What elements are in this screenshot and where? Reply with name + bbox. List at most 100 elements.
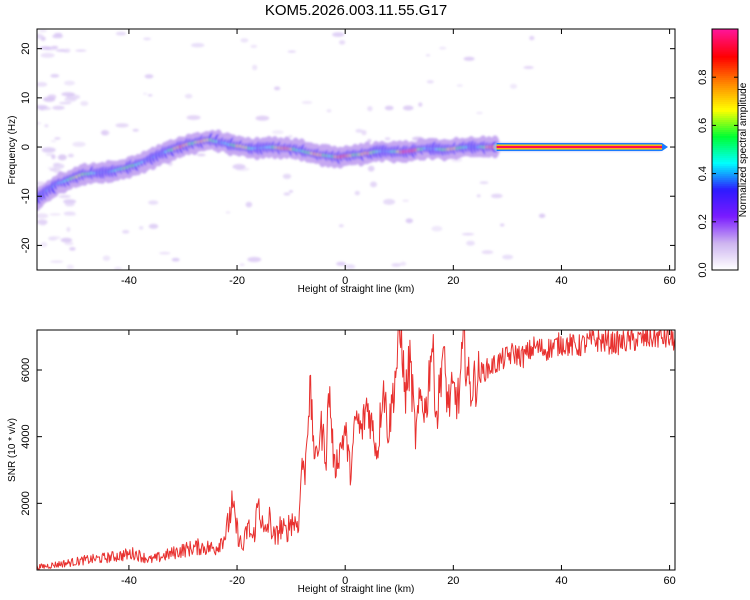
colorbar-cell bbox=[712, 129, 738, 133]
colorbar-cell bbox=[712, 175, 738, 179]
snr-data-point bbox=[372, 426, 373, 427]
colorbar-cell bbox=[712, 97, 738, 100]
heatmap-noise-blob bbox=[69, 247, 76, 251]
colorbar-cell bbox=[712, 173, 738, 177]
colorbar-cell bbox=[712, 249, 738, 253]
colorbar-cell bbox=[712, 145, 738, 149]
heatmap-noise-blob bbox=[58, 101, 72, 105]
heatmap-noise-blob bbox=[37, 213, 49, 219]
spectrogram-xtick-label: 60 bbox=[663, 275, 675, 287]
snr-data-point bbox=[69, 562, 70, 563]
snr-plot-area bbox=[37, 330, 675, 570]
colorbar-cell bbox=[712, 109, 738, 112]
heatmap-noise-blob bbox=[425, 54, 431, 57]
colorbar-cell bbox=[712, 247, 738, 251]
colorbar-cell bbox=[712, 135, 738, 139]
snr-xtick-label: 20 bbox=[447, 575, 459, 587]
snr-data-point bbox=[237, 529, 238, 530]
heatmap-noise-blob bbox=[37, 82, 48, 87]
heatmap-noise-blob bbox=[39, 219, 47, 226]
heatmap-noise-blob bbox=[53, 163, 65, 169]
snr-data-point bbox=[442, 349, 443, 350]
heatmap-noise-blob bbox=[509, 83, 518, 89]
snr-data-point bbox=[53, 564, 54, 565]
spectrogram-xtick-label: -40 bbox=[121, 275, 137, 287]
heatmap-noise-blob bbox=[47, 166, 56, 170]
heatmap-noise-blob bbox=[479, 181, 489, 184]
snr-data-point bbox=[301, 456, 302, 457]
heatmap-noise-blob bbox=[354, 190, 360, 196]
heatmap-noise-blob bbox=[271, 130, 284, 135]
snr-data-point bbox=[101, 558, 102, 559]
spectrogram-ytick-label: 10 bbox=[20, 92, 32, 104]
heatmap-noise-blob bbox=[67, 153, 74, 158]
colorbar-cell bbox=[712, 183, 738, 187]
colorbar-cell bbox=[712, 57, 738, 60]
heatmap-noise-blob bbox=[255, 115, 270, 121]
heatmap-noise-blob bbox=[402, 105, 414, 111]
heatmap-noise-blob bbox=[51, 45, 59, 49]
heatmap-noise-blob bbox=[274, 86, 281, 91]
snr-data-point bbox=[399, 343, 400, 344]
snr-data-point bbox=[315, 463, 316, 464]
colorbar-cell bbox=[712, 199, 738, 203]
colorbar-cell bbox=[712, 111, 738, 114]
snr-data-point bbox=[85, 559, 86, 560]
heatmap-noise-blob bbox=[232, 163, 246, 170]
snr-data-point bbox=[415, 436, 416, 437]
heatmap-noise-blob bbox=[102, 255, 111, 261]
colorbar-cell bbox=[712, 185, 738, 189]
snr-data-point bbox=[134, 553, 135, 554]
heatmap-noise-blob bbox=[184, 93, 193, 99]
snr-xtick-label: 40 bbox=[555, 575, 567, 587]
heatmap-noise-blob bbox=[252, 64, 258, 71]
colorbar-cell bbox=[712, 127, 738, 131]
colorbar-cell bbox=[712, 213, 738, 217]
snr-data-point bbox=[420, 396, 421, 397]
colorbar-cell bbox=[712, 61, 738, 64]
colorbar-cell bbox=[712, 89, 738, 92]
colorbar-cell bbox=[712, 177, 738, 181]
colorbar-cell bbox=[712, 187, 738, 191]
heatmap-noise-blob bbox=[60, 237, 73, 243]
colorbar-cell bbox=[712, 207, 738, 211]
snr-data-point bbox=[320, 426, 321, 427]
spectrogram-xtick-label: -20 bbox=[229, 275, 245, 287]
heatmap-noise-blob bbox=[538, 213, 546, 218]
heatmap-noise-blob bbox=[289, 190, 293, 193]
heatmap-noise-blob bbox=[490, 193, 503, 199]
snr-data-point bbox=[285, 533, 286, 534]
heatmap-noise-blob bbox=[72, 141, 86, 147]
snr-xtick-label: 60 bbox=[663, 575, 675, 587]
snr-data-point bbox=[426, 409, 427, 410]
snr-data-point bbox=[377, 453, 378, 454]
colorbar-cell bbox=[712, 221, 738, 225]
heatmap-tail-tip bbox=[662, 143, 668, 152]
heatmap-noise-blob bbox=[245, 201, 253, 208]
heatmap-noise-blob bbox=[50, 74, 60, 78]
heatmap-noise-blob bbox=[476, 194, 481, 198]
colorbar-cell bbox=[712, 217, 738, 221]
colorbar-cell bbox=[712, 43, 738, 46]
heatmap-noise-blob bbox=[51, 140, 57, 143]
colorbar-cell bbox=[712, 77, 738, 80]
snr-data-point bbox=[264, 536, 265, 537]
colorbar-cell bbox=[712, 113, 738, 116]
heatmap-noise-blob bbox=[148, 223, 159, 229]
heatmap-noise-blob bbox=[122, 230, 130, 234]
heatmap-noise-blob bbox=[186, 115, 201, 120]
colorbar-cell bbox=[712, 165, 738, 169]
snr-data-point bbox=[615, 343, 616, 344]
heatmap-noise-blob bbox=[338, 224, 344, 228]
colorbar-cell bbox=[712, 59, 738, 62]
colorbar-cell bbox=[712, 227, 738, 231]
colorbar-cell bbox=[712, 151, 738, 155]
snr-ytick-label: 6000 bbox=[20, 358, 32, 382]
heatmap-noise-blob bbox=[47, 94, 57, 100]
heatmap-noise-blob bbox=[384, 105, 394, 111]
heatmap-noise-blob bbox=[461, 233, 475, 236]
snr-data-point bbox=[534, 346, 535, 347]
spectrogram-ytick-label: 20 bbox=[20, 43, 32, 55]
colorbar-cell bbox=[712, 181, 738, 185]
heatmap-noise-blob bbox=[52, 105, 65, 110]
